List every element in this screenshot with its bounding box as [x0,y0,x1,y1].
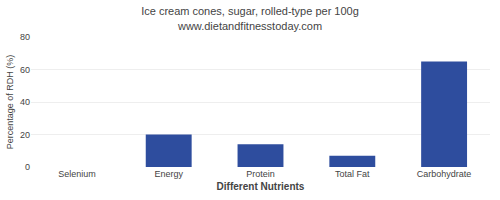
svg-text:Selenium: Selenium [58,169,96,179]
svg-text:80: 80 [20,32,30,42]
svg-text:Percentage of RDH (%): Percentage of RDH (%) [5,55,15,150]
svg-text:Protein: Protein [246,169,275,179]
svg-text:40: 40 [20,97,30,107]
svg-text:Energy: Energy [154,169,183,179]
svg-text:Ice cream cones, sugar, rolled: Ice cream cones, sugar, rolled-type per … [141,5,359,31]
svg-text:Carbohydrate: Carbohydrate [417,169,472,179]
svg-text:Total Fat: Total Fat [335,169,370,179]
svg-text:60: 60 [20,65,30,75]
svg-text:20: 20 [20,130,30,140]
svg-text:0: 0 [25,162,30,172]
svg-text:Different Nutrients: Different Nutrients [217,181,305,192]
